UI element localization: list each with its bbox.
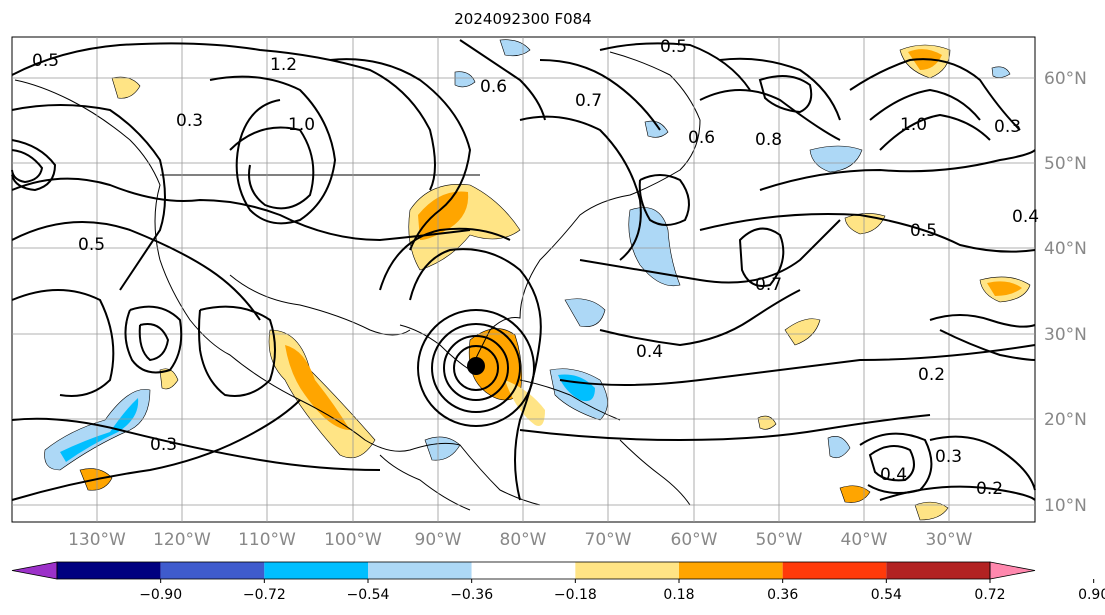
colorbar-tick-label: −0.72 — [243, 587, 286, 603]
contour-label: 0.4 — [636, 342, 663, 362]
contour-label: 0.8 — [755, 130, 782, 150]
lat-label: 50°N — [1044, 154, 1087, 174]
colorbar-tick-label: −0.36 — [450, 587, 493, 603]
contour-label: 0.7 — [755, 275, 782, 295]
contour-label: 0.5 — [78, 235, 105, 255]
contour-label: 0.4 — [880, 465, 907, 485]
lat-label: 60°N — [1044, 69, 1087, 89]
contour-label: 1.0 — [900, 115, 927, 135]
contour-label: 0.6 — [480, 77, 507, 97]
lon-label: 60°W — [671, 530, 718, 550]
lat-label: 20°N — [1044, 410, 1087, 430]
lon-label: 130°W — [68, 530, 126, 550]
colorbar-tick-label: 0.90 — [1078, 587, 1105, 603]
lon-label: 110°W — [238, 530, 296, 550]
lon-label: 120°W — [153, 530, 211, 550]
contour-label: 0.4 — [1012, 207, 1039, 227]
contour-label: 0.5 — [910, 221, 937, 241]
colorbar-segment — [368, 562, 472, 579]
colorbar-tick-label: −0.54 — [347, 587, 390, 603]
colorbar-tick-label: 0.72 — [974, 587, 1005, 603]
colorbar-segment — [575, 562, 679, 579]
contour-label: 0.5 — [32, 51, 59, 71]
lon-label: 90°W — [415, 530, 462, 550]
colorbar-segment — [264, 562, 368, 579]
colorbar-tick-label: 0.54 — [871, 587, 902, 603]
contour-label: 0.3 — [994, 117, 1021, 137]
colorbar-outline — [56, 561, 991, 580]
contours — [11, 39, 1036, 501]
map-title: 2024092300 F084 — [454, 10, 592, 28]
lon-label: 30°W — [926, 530, 973, 550]
colorbar-tick-label: 0.18 — [663, 587, 694, 603]
contour-label: 0.3 — [935, 447, 962, 467]
shaded-anomalies — [44, 39, 1031, 521]
colorbar-tick-label: 0.36 — [767, 587, 798, 603]
contour-label: 0.3 — [150, 435, 177, 455]
contour-labels: 0.5 1.2 0.3 1.0 0.6 0.7 0.8 0.5 0.4 0.3 … — [32, 37, 1039, 499]
lon-label: 40°W — [841, 530, 888, 550]
colorbar-segment — [160, 562, 265, 579]
contour-label: 1.2 — [270, 55, 297, 75]
contour-label: 1.0 — [288, 115, 315, 135]
colorbar-tick-label: −0.90 — [139, 587, 182, 603]
colorbar-segment — [782, 562, 887, 579]
longitude-labels: 130°W 120°W 110°W 100°W 90°W 80°W 70°W 6… — [68, 530, 973, 550]
contour-label: 0.2 — [976, 479, 1003, 499]
colorbar-segment — [679, 562, 783, 579]
contour-label: 0.6 — [688, 128, 715, 148]
lat-label: 10°N — [1044, 496, 1087, 516]
contour-label: 0.2 — [918, 365, 945, 385]
lon-label: 100°W — [324, 530, 382, 550]
lat-label: 40°N — [1044, 239, 1087, 259]
contour-label: 0.3 — [176, 111, 203, 131]
latitude-labels: 60°N 50°N 40°N 30°N 20°N 10°N — [1044, 69, 1087, 516]
lon-label: 70°W — [585, 530, 632, 550]
lon-label: 80°W — [500, 530, 547, 550]
hurricane-center-marker — [467, 357, 485, 375]
colorbar: −0.90 −0.72 −0.54 −0.36 −0.18 0.18 0.36 0.54 0.7… — [11, 561, 1105, 603]
contour-label: 0.7 — [575, 91, 602, 111]
colorbar-segment — [886, 562, 990, 579]
colorbar-segment — [471, 562, 576, 579]
lat-label: 30°N — [1044, 325, 1087, 345]
colorbar-max-arrow — [989, 561, 1036, 580]
lon-label: 50°W — [756, 530, 803, 550]
colorbar-min-arrow — [11, 561, 58, 580]
contour-label: 0.5 — [660, 37, 687, 57]
colorbar-segment — [57, 562, 161, 579]
colorbar-tick-label: −0.18 — [554, 587, 597, 603]
